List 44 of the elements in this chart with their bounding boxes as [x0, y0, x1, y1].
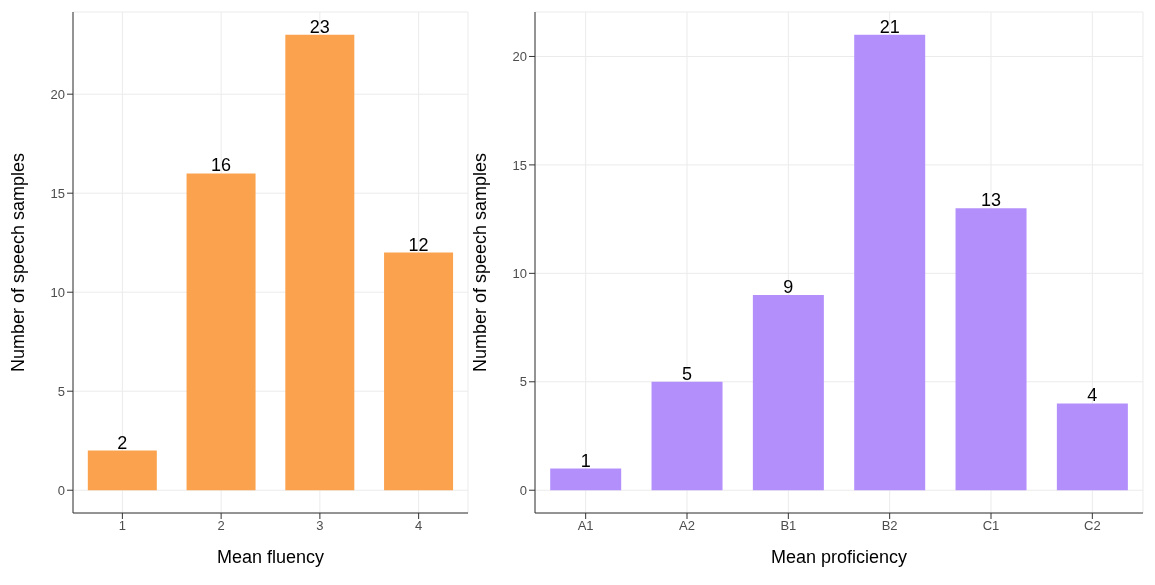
x-axis-title: Mean proficiency: [770, 547, 908, 567]
bar: [186, 173, 256, 491]
y-axis-title: Number of speech samples: [470, 152, 491, 373]
data-label: 4: [1087, 385, 1098, 406]
bar: [285, 34, 355, 491]
y-tick-label: 5: [519, 374, 527, 390]
x-tick-label: A1: [577, 518, 594, 534]
y-tick-label: 15: [512, 157, 527, 173]
x-tick-label: 1: [118, 518, 126, 534]
y-axis-title: Number of speech samples: [8, 152, 29, 373]
bar: [1056, 403, 1128, 491]
data-label: 16: [211, 155, 232, 176]
x-tick-label: B2: [881, 518, 898, 534]
x-tick-label: 3: [316, 518, 324, 534]
x-tick-label: C2: [1084, 518, 1101, 534]
x-tick-label: C1: [982, 518, 1000, 534]
bar: [651, 381, 723, 491]
bar: [955, 208, 1027, 491]
x-tick-label: A2: [679, 518, 695, 534]
y-tick-label: 5: [57, 383, 65, 399]
y-tick-label: 15: [50, 185, 65, 201]
data-label: 9: [783, 277, 794, 298]
bar: [384, 252, 454, 491]
data-label: 2: [117, 432, 128, 453]
data-label: 13: [981, 190, 1002, 211]
bar: [854, 34, 926, 491]
data-label: 21: [879, 16, 900, 37]
y-tick-label: 0: [57, 482, 65, 498]
x-tick-label: 4: [415, 518, 423, 534]
data-label: 1: [580, 450, 591, 471]
x-tick-label: B1: [780, 518, 797, 534]
bar: [87, 450, 157, 491]
data-label: 12: [408, 234, 429, 255]
y-tick-label: 0: [519, 482, 527, 498]
x-axis-title: Mean fluency: [216, 547, 325, 567]
x-tick-label: 2: [217, 518, 225, 534]
data-label: 23: [309, 16, 330, 37]
y-tick-label: 20: [512, 49, 527, 65]
y-tick-label: 20: [50, 86, 65, 102]
y-tick-label: 10: [50, 284, 65, 300]
bar: [550, 468, 622, 491]
y-tick-label: 10: [512, 265, 527, 281]
bar: [752, 295, 824, 491]
data-label: 5: [682, 363, 693, 384]
